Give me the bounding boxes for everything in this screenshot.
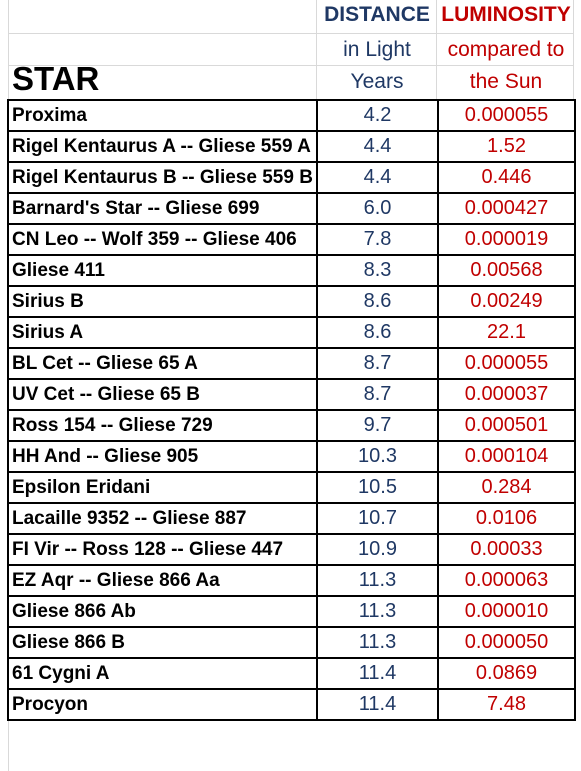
- distance-cell[interactable]: 6.0: [316, 192, 439, 225]
- luminosity-cell[interactable]: 0.00033: [437, 533, 576, 566]
- star-name-cell[interactable]: Sirius A: [7, 316, 318, 349]
- luminosity-cell[interactable]: 0.00568: [437, 254, 576, 287]
- star-name-cell[interactable]: HH And -- Gliese 905: [7, 440, 318, 473]
- luminosity-cell[interactable]: 1.52: [437, 130, 576, 163]
- star-name-cell[interactable]: UV Cet -- Gliese 65 B: [7, 378, 318, 411]
- star-name-cell[interactable]: Lacaille 9352 -- Gliese 887: [7, 502, 318, 535]
- star-name-cell[interactable]: Gliese 866 B: [7, 626, 318, 659]
- star-column-header: STAR: [12, 60, 100, 97]
- gridline: [316, 0, 317, 100]
- table-row: Rigel Kentaurus B -- Gliese 559 B 4.4 0.44…: [7, 161, 576, 194]
- table-row: BL Cet -- Gliese 65 A 8.7 0.000055: [7, 347, 576, 380]
- gridline: [436, 0, 437, 100]
- star-name-cell[interactable]: Sirius B: [7, 285, 318, 318]
- star-name-cell[interactable]: Gliese 866 Ab: [7, 595, 318, 628]
- luminosity-cell[interactable]: 0.446: [437, 161, 576, 194]
- distance-cell[interactable]: 4.2: [316, 99, 439, 132]
- luminosity-cell[interactable]: 0.000063: [437, 564, 576, 597]
- luminosity-cell[interactable]: 0.000501: [437, 409, 576, 442]
- distance-cell[interactable]: 8.7: [316, 347, 439, 380]
- gridline: [573, 0, 574, 100]
- star-name-cell[interactable]: EZ Aqr -- Gliese 866 Aa: [7, 564, 318, 597]
- distance-cell[interactable]: 8.7: [316, 378, 439, 411]
- table-row: HH And -- Gliese 905 10.3 0.000104: [7, 440, 576, 473]
- table-row: CN Leo -- Wolf 359 -- Gliese 406 7.8 0.000…: [7, 223, 576, 256]
- gridline: [8, 33, 573, 34]
- star-name-cell[interactable]: Barnard's Star -- Gliese 699: [7, 192, 318, 225]
- luminosity-cell[interactable]: 0.00249: [437, 285, 576, 318]
- table-row: Sirius A 8.6 22.1: [7, 316, 576, 349]
- luminosity-cell[interactable]: 22.1: [437, 316, 576, 349]
- star-name-cell[interactable]: Gliese 411: [7, 254, 318, 287]
- table-row: Proxima 4.2 0.000055: [7, 99, 576, 132]
- star-name-cell[interactable]: Procyon: [7, 688, 318, 721]
- star-table-body: Proxima 4.2 0.000055 Rigel Kentaurus A -- G…: [7, 99, 576, 721]
- distance-cell[interactable]: 10.7: [316, 502, 439, 535]
- luminosity-cell[interactable]: 0.000019: [437, 223, 576, 256]
- star-name-cell[interactable]: BL Cet -- Gliese 65 A: [7, 347, 318, 380]
- gridline: [8, 65, 573, 66]
- table-row: Gliese 866 Ab 11.3 0.000010: [7, 595, 576, 628]
- table-row: Procyon 11.4 7.48: [7, 688, 576, 721]
- distance-cell[interactable]: 8.6: [316, 316, 439, 349]
- table-row: Rigel Kentaurus A -- Gliese 559 A 4.4 1.52: [7, 130, 576, 163]
- luminosity-cell[interactable]: 0.0869: [437, 657, 576, 690]
- distance-cell[interactable]: 7.8: [316, 223, 439, 256]
- distance-cell[interactable]: 10.9: [316, 533, 439, 566]
- luminosity-cell[interactable]: 0.0106: [437, 502, 576, 535]
- luminosity-cell[interactable]: 7.48: [437, 688, 576, 721]
- distance-column-title: DISTANCE: [324, 3, 430, 26]
- distance-cell[interactable]: 9.7: [316, 409, 439, 442]
- table-row: Barnard's Star -- Gliese 699 6.0 0.000427: [7, 192, 576, 225]
- table-row: Gliese 866 B 11.3 0.000050: [7, 626, 576, 659]
- luminosity-cell[interactable]: 0.000055: [437, 347, 576, 380]
- table-row: EZ Aqr -- Gliese 866 Aa 11.3 0.000063: [7, 564, 576, 597]
- distance-column-subtitle: in Light Years: [343, 38, 411, 93]
- luminosity-cell[interactable]: 0.000037: [437, 378, 576, 411]
- star-name-cell[interactable]: Ross 154 -- Gliese 729: [7, 409, 318, 442]
- star-name-cell[interactable]: FI Vir -- Ross 128 -- Gliese 447: [7, 533, 318, 566]
- distance-cell[interactable]: 11.3: [316, 626, 439, 659]
- luminosity-column-title: LUMINOSITY: [441, 3, 571, 26]
- distance-cell[interactable]: 4.4: [316, 130, 439, 163]
- table-row: 61 Cygni A 11.4 0.0869: [7, 657, 576, 690]
- distance-cell[interactable]: 8.6: [316, 285, 439, 318]
- luminosity-column-subtitle: compared to the Sun: [447, 38, 565, 93]
- table-row: Ross 154 -- Gliese 729 9.7 0.000501: [7, 409, 576, 442]
- luminosity-cell[interactable]: 0.284: [437, 471, 576, 504]
- table-row: Epsilon Eridani 10.5 0.284: [7, 471, 576, 504]
- star-name-cell[interactable]: CN Leo -- Wolf 359 -- Gliese 406: [7, 223, 318, 256]
- table-row: UV Cet -- Gliese 65 B 8.7 0.000037: [7, 378, 576, 411]
- star-table: Proxima 4.2 0.000055 Rigel Kentaurus A -- G…: [7, 99, 576, 721]
- distance-cell[interactable]: 11.4: [316, 657, 439, 690]
- star-name-cell[interactable]: Epsilon Eridani: [7, 471, 318, 504]
- table-row: FI Vir -- Ross 128 -- Gliese 447 10.9 0.00…: [7, 533, 576, 566]
- luminosity-cell[interactable]: 0.000050: [437, 626, 576, 659]
- luminosity-cell[interactable]: 0.000055: [437, 99, 576, 132]
- distance-cell[interactable]: 4.4: [316, 161, 439, 194]
- table-row: Sirius B 8.6 0.00249: [7, 285, 576, 318]
- table-row: Lacaille 9352 -- Gliese 887 10.7 0.0106: [7, 502, 576, 535]
- star-name-cell[interactable]: Proxima: [7, 99, 318, 132]
- luminosity-cell[interactable]: 0.000427: [437, 192, 576, 225]
- distance-cell[interactable]: 8.3: [316, 254, 439, 287]
- star-name-cell[interactable]: Rigel Kentaurus A -- Gliese 559 A: [7, 130, 318, 163]
- luminosity-cell[interactable]: 0.000104: [437, 440, 576, 473]
- star-name-cell[interactable]: 61 Cygni A: [7, 657, 318, 690]
- luminosity-cell[interactable]: 0.000010: [437, 595, 576, 628]
- star-name-cell[interactable]: Rigel Kentaurus B -- Gliese 559 B: [7, 161, 318, 194]
- distance-cell[interactable]: 10.5: [316, 471, 439, 504]
- distance-cell[interactable]: 10.3: [316, 440, 439, 473]
- distance-cell[interactable]: 11.4: [316, 688, 439, 721]
- distance-cell[interactable]: 11.3: [316, 595, 439, 628]
- table-row: Gliese 411 8.3 0.00568: [7, 254, 576, 287]
- distance-cell[interactable]: 11.3: [316, 564, 439, 597]
